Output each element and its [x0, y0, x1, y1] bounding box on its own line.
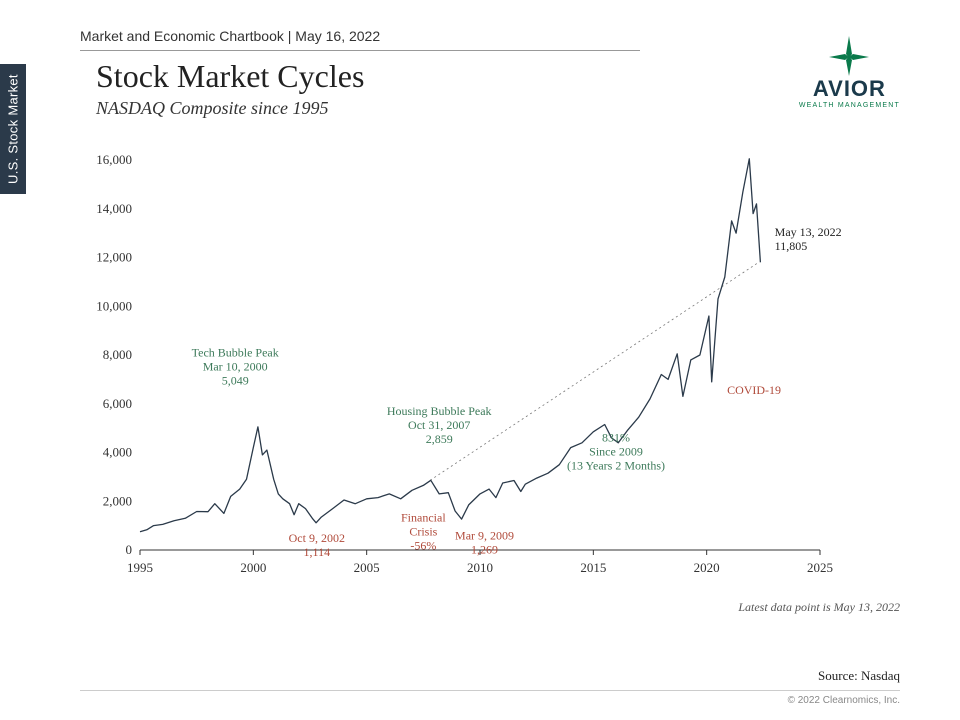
svg-text:(13 Years 2 Months): (13 Years 2 Months) — [567, 459, 665, 473]
svg-text:Crisis: Crisis — [409, 524, 437, 538]
logo-name: AVIOR — [799, 76, 900, 102]
copyright-line: © 2022 Clearnomics, Inc. — [80, 690, 900, 706]
svg-text:12,000: 12,000 — [96, 250, 132, 265]
chart-caption: Latest data point is May 13, 2022 — [738, 600, 900, 615]
page-title: Stock Market Cycles — [96, 58, 364, 95]
svg-text:Oct 31, 2007: Oct 31, 2007 — [408, 418, 470, 432]
svg-text:COVID-19: COVID-19 — [727, 383, 781, 397]
svg-text:Housing Bubble Peak: Housing Bubble Peak — [387, 404, 492, 418]
svg-text:May 13, 2022: May 13, 2022 — [775, 225, 842, 239]
svg-text:2005: 2005 — [354, 560, 380, 575]
svg-text:2025: 2025 — [807, 560, 833, 575]
svg-text:16,000: 16,000 — [96, 152, 132, 167]
svg-text:0: 0 — [126, 542, 133, 557]
svg-text:2000: 2000 — [240, 560, 266, 575]
side-tab: U.S. Stock Market — [0, 64, 26, 194]
page-subtitle: NASDAQ Composite since 1995 — [96, 98, 328, 119]
svg-text:Tech Bubble Peak: Tech Bubble Peak — [192, 345, 279, 359]
svg-text:2,859: 2,859 — [426, 432, 453, 446]
svg-text:Financial: Financial — [401, 510, 446, 524]
chartbook-header: Market and Economic Chartbook | May 16, … — [80, 28, 640, 51]
svg-text:4,000: 4,000 — [103, 445, 132, 460]
svg-text:Since 2009: Since 2009 — [589, 445, 643, 459]
svg-text:2020: 2020 — [694, 560, 720, 575]
svg-text:6,000: 6,000 — [103, 396, 132, 411]
logo-sub: WEALTH MANAGEMENT — [799, 102, 900, 109]
svg-text:5,049: 5,049 — [222, 373, 249, 387]
logo-star-icon — [799, 36, 900, 76]
svg-text:11,805: 11,805 — [775, 239, 808, 253]
svg-text:2,000: 2,000 — [103, 493, 132, 508]
svg-text:-56%: -56% — [410, 538, 436, 552]
avior-logo: AVIOR WEALTH MANAGEMENT — [799, 36, 900, 109]
chart-area: 0 2,000 4,000 6,000 8,000 10,000 12,000 14,000 1… — [80, 150, 900, 590]
svg-text:Mar 10, 2000: Mar 10, 2000 — [203, 359, 268, 373]
svg-text:14,000: 14,000 — [96, 201, 132, 216]
svg-text:2015: 2015 — [580, 560, 606, 575]
svg-text:1995: 1995 — [127, 560, 153, 575]
svg-text:Mar 9, 2009: Mar 9, 2009 — [455, 529, 514, 543]
svg-text:831%: 831% — [602, 431, 630, 445]
svg-text:1,269: 1,269 — [471, 543, 498, 557]
svg-text:2010: 2010 — [467, 560, 493, 575]
svg-text:8,000: 8,000 — [103, 347, 132, 362]
page-root: U.S. Stock Market Market and Economic Ch… — [0, 0, 960, 720]
svg-text:Oct 9, 2002: Oct 9, 2002 — [289, 531, 345, 545]
svg-text:10,000: 10,000 — [96, 298, 132, 313]
svg-text:1,114: 1,114 — [304, 545, 331, 559]
line-chart-svg: 0 2,000 4,000 6,000 8,000 10,000 12,000 14,000 1… — [80, 150, 900, 590]
chart-source: Source: Nasdaq — [818, 668, 900, 684]
